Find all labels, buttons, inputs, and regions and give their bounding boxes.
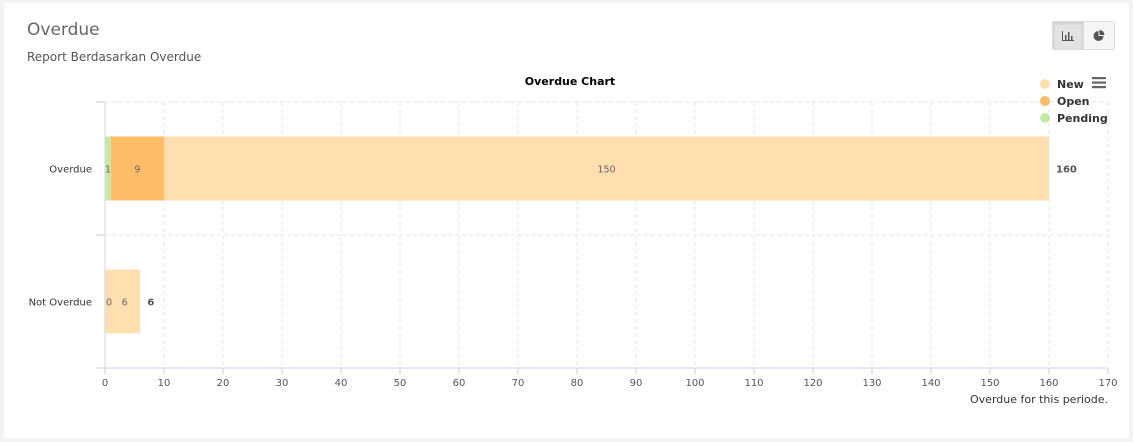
x-tick-label: 80: [571, 378, 584, 389]
x-tick-label: 150: [980, 378, 999, 389]
x-tick-label: 120: [803, 378, 822, 389]
hamburger-menu-icon: [1092, 77, 1106, 89]
pie-chart-button[interactable]: [1083, 22, 1114, 49]
y-category-label: Not Overdue: [29, 298, 92, 309]
pie-chart-icon: [1093, 29, 1105, 41]
bar-chart-icon: [1062, 30, 1074, 41]
legend-item-new: New: [1057, 78, 1084, 91]
legend-marker-open: [1040, 96, 1050, 106]
x-tick-label: 60: [453, 378, 466, 389]
x-tick-label: 90: [630, 378, 643, 389]
report-card: Overdue Report Berdasarkan Overdue: [4, 3, 1129, 438]
bar-new: [164, 136, 1049, 201]
data-label: 0: [106, 298, 112, 309]
data-label: 9: [134, 165, 140, 176]
x-tick-label: 100: [685, 378, 704, 389]
bar-pending: [105, 136, 111, 201]
x-tick-label: 140: [921, 378, 940, 389]
x-tick-label: 130: [862, 378, 881, 389]
x-tick-label: 50: [394, 378, 407, 389]
bar-chart-button[interactable]: [1053, 22, 1083, 49]
y-category-label: Overdue: [49, 165, 92, 176]
x-axis-title: Overdue for this periode.: [970, 393, 1108, 406]
page-subtitle: Report Berdasarkan Overdue: [27, 50, 202, 64]
chart-title: Overdue Chart: [525, 75, 615, 88]
x-tick-label: 10: [158, 378, 171, 389]
chart-axes: 0 10 20 30 40 50 60 70 80 90 100 110 120 130 140 150 160…: [29, 101, 1118, 389]
x-tick-label: 160: [1039, 378, 1058, 389]
chart-menu-button[interactable]: [1092, 77, 1106, 89]
chart-legend: New Open Pending: [1040, 78, 1108, 125]
x-tick-label: 20: [217, 378, 230, 389]
x-tick-label: 170: [1098, 378, 1117, 389]
x-tick-label: 40: [335, 378, 348, 389]
legend-marker-new: [1040, 79, 1050, 89]
legend-item-pending: Pending: [1057, 112, 1108, 125]
chart-type-toggle: [1052, 21, 1115, 50]
data-label: 1: [105, 165, 111, 176]
legend-marker-pending: [1040, 113, 1050, 123]
legend-item-open: Open: [1057, 95, 1090, 108]
total-label: 6: [147, 298, 154, 309]
data-label: 6: [122, 298, 128, 309]
bar-open: [110, 136, 164, 201]
bar-new: [105, 269, 141, 334]
x-tick-label: 70: [512, 378, 525, 389]
x-tick-label: 0: [102, 378, 108, 389]
page-title: Overdue: [27, 20, 100, 40]
data-label: 150: [597, 165, 615, 176]
x-tick-label: 30: [276, 378, 289, 389]
total-label: 160: [1056, 165, 1077, 176]
x-tick-label: 110: [744, 378, 763, 389]
